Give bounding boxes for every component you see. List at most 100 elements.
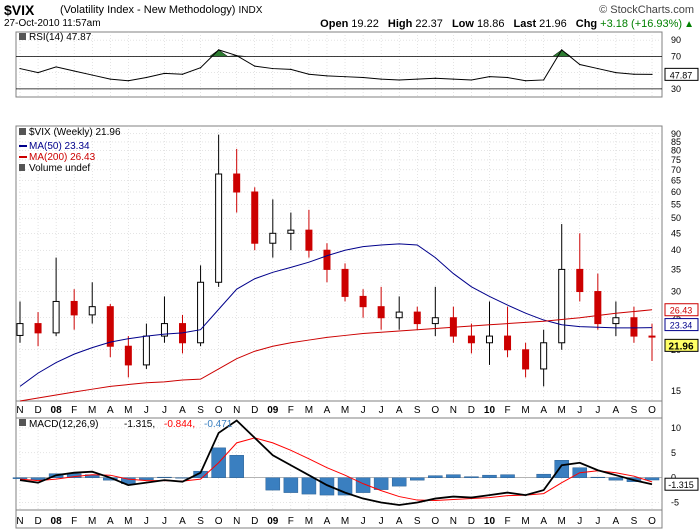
x-axis-month-label: J [162,405,167,416]
x-axis-month-label: S [197,405,204,416]
rsi-point [254,65,256,67]
high-value: 22.37 [415,18,443,30]
x-axis-month-label: S [197,516,204,527]
x-axis-month-label: M [341,516,349,527]
macd-histogram-bar [283,477,299,493]
chg-value: +3.18 (+16.93%) [600,18,683,30]
x-axis-month-label: M [88,405,96,416]
x-axis-month-label: J [144,405,149,416]
x-axis-month-label: M [558,405,566,416]
x-axis-month-label: N [450,516,457,527]
rsi-panel-frame [15,31,663,98]
x-axis-month-label: D [251,405,258,416]
macd-histogram-bar [121,477,136,484]
price-tick-label: 40 [671,245,681,255]
rsi-point [579,63,581,66]
x-axis-month-label: J [595,405,600,416]
price-candle-body [504,335,512,351]
macd-histogram-bar [373,477,389,490]
rsi-point [633,73,635,75]
macd-histogram-bar [482,474,497,478]
x-axis-month-label: O [648,405,656,416]
rsi-point [163,72,166,75]
price-tick-label: 45 [671,228,681,238]
macd-histogram-bar [30,477,46,480]
macd-histogram-bar [355,477,371,493]
price-last-value: 21.96 [668,341,693,352]
x-axis-month-label: 08 [51,405,63,416]
price-candle-body [413,311,421,325]
rsi-point [19,67,21,70]
last-value: 21.96 [539,18,567,30]
price-tick-label: 75 [671,155,681,165]
price-panel-frame [15,125,663,402]
price-candle-body [197,281,205,344]
x-axis-month-label: D [468,405,475,416]
price-last-value: 26.43 [670,306,693,316]
open-value: 19.22 [351,18,379,30]
rsi-point [506,76,509,79]
x-axis-month-label: 10 [484,516,496,527]
x-axis-month-label: 08 [51,516,63,527]
x-axis-month-label: M [88,516,96,527]
x-axis-month-label: O [215,516,223,527]
x-axis-month-label: J [379,516,384,527]
rsi-point [308,73,310,75]
rsi-point [470,79,473,81]
x-axis-band-top [15,400,663,419]
rsi-point [55,66,57,68]
volume-legend-icon [19,164,25,171]
x-axis-month-label: A [613,516,620,527]
x-axis-month-label: S [631,405,638,416]
price-candle-body [359,295,367,308]
x-axis-month-label: A [324,516,331,527]
price-legend-symbol: $VIX (Weekly) 21.96 [29,127,121,138]
x-axis-month-label: N [450,405,457,416]
price-tick-label: 90 [671,129,681,139]
price-candle-body [648,335,656,338]
macd-legend-icon [19,419,26,426]
x-axis-month-label: O [431,516,439,527]
macd-legend-histogram: -0.471 [204,419,233,430]
rsi-point [362,76,364,79]
x-axis-month-label: M [305,405,313,416]
price-last-value-box [664,318,699,332]
price-legend-icon [19,128,26,135]
x-axis-month-label: J [144,516,149,527]
price-tick-label: 55 [671,199,681,209]
rsi-point [236,54,238,57]
index-name: (Volatility Index - New Methodology) IND… [60,4,262,16]
x-axis-month-label: M [124,405,132,416]
x-axis-month-label: 09 [267,516,279,527]
price-tick-label: 60 [671,187,681,197]
price-tick-label: 85 [671,137,681,147]
x-axis-month-label: N [16,516,23,527]
price-tick-label: 15 [671,386,681,396]
rsi-tick-label: 30 [671,84,681,94]
price-candle-body [558,268,566,344]
price-last-value-box [664,303,699,317]
macd-histogram-bar [410,477,425,481]
stockcharts-logo[interactable]: © StockCharts.com [599,4,694,16]
rsi-legend: RSI(14) 47.87 [29,32,92,43]
x-axis-month-label: M [341,405,349,416]
price-candle-body [485,335,493,344]
x-axis-month-label: O [215,405,223,416]
x-axis-month-label: M [124,516,132,527]
x-axis-month-label: J [595,516,600,527]
rsi-point [488,76,491,78]
exchange-label: INDX [238,5,263,16]
x-axis-month-label: A [540,405,547,416]
rsi-point [199,67,202,69]
x-axis-month-label: 09 [267,405,279,416]
price-candle-body [287,229,295,234]
rsi-point [615,72,617,74]
symbol-title: $VIX [4,2,35,18]
x-axis-month-label: A [396,405,403,416]
rsi-point [127,80,129,82]
price-candle-body [269,232,277,244]
x-axis-month-label: S [631,516,638,527]
open-label: Open [320,18,349,30]
x-axis-month-label: J [361,516,366,527]
